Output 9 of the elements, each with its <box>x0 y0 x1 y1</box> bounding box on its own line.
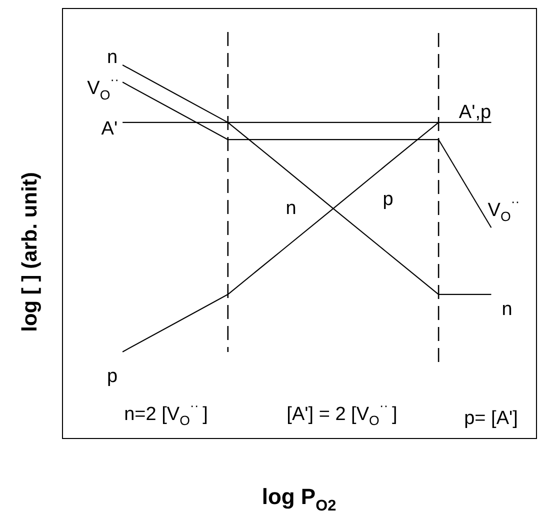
series-label: A' <box>101 118 118 140</box>
annotation: n <box>502 299 512 320</box>
y-axis-title: log [ ] (arb. unit) <box>18 172 42 332</box>
annotation: A',p <box>458 102 492 123</box>
annotation: p <box>382 189 394 210</box>
series-label: p <box>107 366 118 387</box>
series-label: n <box>107 47 118 68</box>
annotation: n <box>286 198 296 219</box>
annotation: p= [A'] <box>464 408 518 429</box>
